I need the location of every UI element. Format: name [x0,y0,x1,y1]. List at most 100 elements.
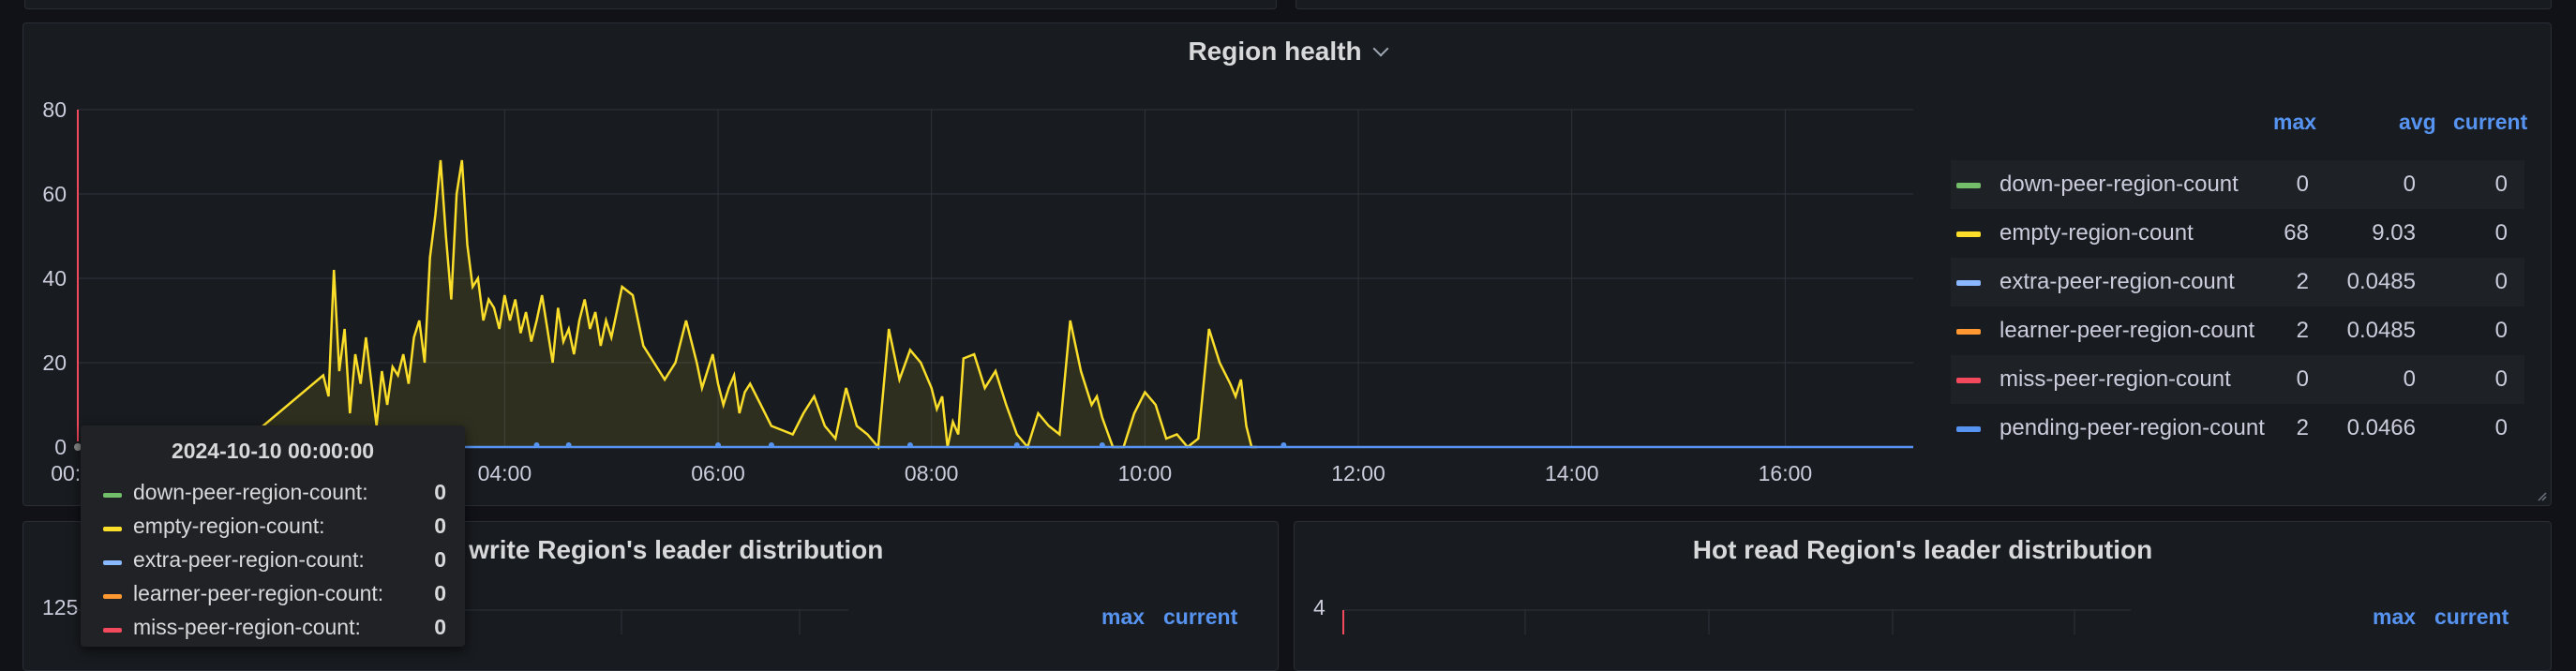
legend-avg: 9.03 [2372,220,2416,246]
tooltip-series-name: learner-peer-region-count: [133,581,384,605]
legend-swatch [1956,280,1981,286]
tooltip-row: miss-peer-region-count: 0 [103,615,446,649]
x-tick-label: 12:00 [1331,461,1385,485]
x-tick-label: 04:00 [478,461,532,485]
legend-series-name[interactable]: extra-peer-region-count [1999,269,2235,294]
x-tick-label: 06:00 [691,461,745,485]
legend-swatch [1956,329,1981,335]
tooltip-series-value: 0 [434,547,446,572]
panel-title[interactable]: Region health [23,37,2551,67]
y-tick-label: 20 [42,350,67,375]
legend-item[interactable]: pending-peer-region-count 2 0.0466 0 [1951,404,2524,453]
legend-series-name[interactable]: down-peer-region-count [1999,171,2239,197]
legend-swatch [1956,378,1981,383]
legend-swatch [1956,426,1981,432]
tooltip-swatch [103,628,122,633]
legend-current: 0 [2494,415,2508,440]
legend-current: 0 [2494,318,2508,343]
legend-header-max[interactable]: max [1101,604,1146,629]
tooltip-series-name: extra-peer-region-count: [133,547,365,572]
tooltip-series-name: empty-region-count: [133,514,325,538]
y-tick-label: 40 [42,266,67,291]
tooltip-swatch [103,560,122,565]
tooltip-swatch [103,527,122,531]
tooltip-swatch [103,594,122,599]
legend-header-current[interactable]: current [2434,604,2509,629]
tooltip-series-value: 0 [434,480,446,504]
legend-series-name[interactable]: miss-peer-region-count [1999,366,2231,392]
legend-max: 2 [2296,318,2309,343]
tooltip-row: empty-region-count: 0 [103,514,446,547]
series-marker [565,442,572,448]
series-marker [768,442,774,448]
x-tick-label: 16:00 [1759,461,1813,485]
legend-max: 2 [2296,415,2309,440]
legend-current: 0 [2494,366,2508,392]
panel-title[interactable]: Hot read Region's leader distribution [1692,535,2153,564]
legend-series-name[interactable]: learner-peer-region-count [1999,318,2255,343]
legend-item[interactable]: learner-peer-region-count 2 0.0485 0 [1951,306,2524,355]
legend-series-name[interactable]: pending-peer-region-count [1999,415,2265,440]
legend-item[interactable]: down-peer-region-count 0 0 0 [1951,160,2524,209]
series-marker [1013,442,1020,448]
series-marker [533,442,540,448]
tooltip-series-value: 0 [434,514,446,538]
legend-item[interactable]: miss-peer-region-count 0 0 0 [1951,355,2524,404]
series-marker [1281,442,1287,448]
legend-max: 0 [2296,171,2309,197]
legend-avg: 0 [2403,366,2416,392]
hot-read-panel: Hot read Region's leader distribution 4 … [1294,521,2552,671]
panel-title-text: Region health [1188,37,1362,66]
panel-title[interactable]: Hot write Region's leader distribution [417,535,884,564]
legend-max: 68 [2284,220,2309,246]
y-tick-label: 0 [54,435,67,459]
top-panel-left [24,0,1277,9]
legend-header-current[interactable]: current [2453,110,2528,134]
legend-max: 0 [2296,366,2309,392]
legend-header-avg[interactable]: avg [2399,110,2436,134]
y-tick-label: 60 [42,182,67,206]
tooltip-series-value: 0 [434,615,446,639]
legend-table: max avg current down-peer-region-count 0 0… [1951,106,2532,462]
legend-avg: 0 [2403,171,2416,197]
legend-series-name[interactable]: empty-region-count [1999,220,2194,246]
legend-header-max[interactable]: max [2373,604,2417,629]
legend-avg: 0.0466 [2346,415,2416,440]
tooltip-row: learner-peer-region-count: 0 [103,581,446,615]
legend-current: 0 [2494,171,2508,197]
legend-swatch [1956,231,1981,237]
y-tick-label: 4 [1313,595,1325,619]
legend-item[interactable]: empty-region-count 68 9.03 0 [1951,209,2524,258]
y-tick-label: 125 [42,595,79,619]
legend-avg: 0.0485 [2346,269,2416,294]
legend-item[interactable]: extra-peer-region-count 2 0.0485 0 [1951,258,2524,306]
chart-tooltip: 2024-10-10 00:00:00 down-peer-region-cou… [81,425,465,647]
tooltip-series-name: down-peer-region-count: [133,480,368,504]
tooltip-row: down-peer-region-count: 0 [103,480,446,514]
y-tick-label: 80 [42,97,67,122]
tooltip-swatch [103,493,122,498]
legend-swatch [1956,183,1981,188]
tooltip-series-value: 0 [434,581,446,605]
tooltip-series-name: miss-peer-region-count: [133,615,361,639]
x-tick-label: 08:00 [905,461,959,485]
series-area-empty-region-count [78,160,1257,447]
hot-read-chart[interactable] [1295,522,2138,634]
series-marker [906,442,913,448]
legend-current: 0 [2494,220,2508,246]
top-panel-right [1295,0,2552,9]
x-tick-label: 10:00 [1118,461,1173,485]
series-marker [1099,442,1105,448]
resize-handle-icon[interactable] [2536,490,2547,501]
x-tick-label: 14:00 [1545,461,1599,485]
legend-avg: 0.0485 [2346,318,2416,343]
legend-current: 0 [2494,269,2508,294]
legend-max: 2 [2296,269,2309,294]
tooltip-time: 2024-10-10 00:00:00 [171,439,375,463]
series-line-empty-region-count [78,159,1257,451]
tooltip-row: extra-peer-region-count: 0 [103,547,446,581]
legend-header-max[interactable]: max [2273,110,2317,134]
legend-header-current[interactable]: current [1163,604,1238,629]
series-marker [715,442,722,448]
